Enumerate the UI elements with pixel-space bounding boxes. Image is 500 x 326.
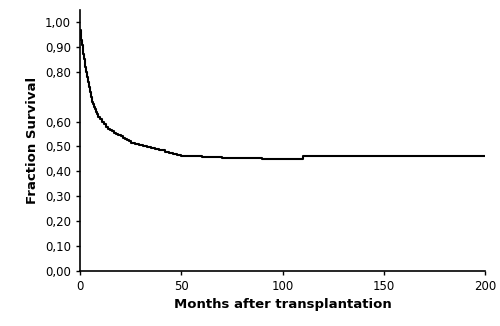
Y-axis label: Fraction Survival: Fraction Survival	[26, 77, 40, 204]
X-axis label: Months after transplantation: Months after transplantation	[174, 298, 392, 311]
